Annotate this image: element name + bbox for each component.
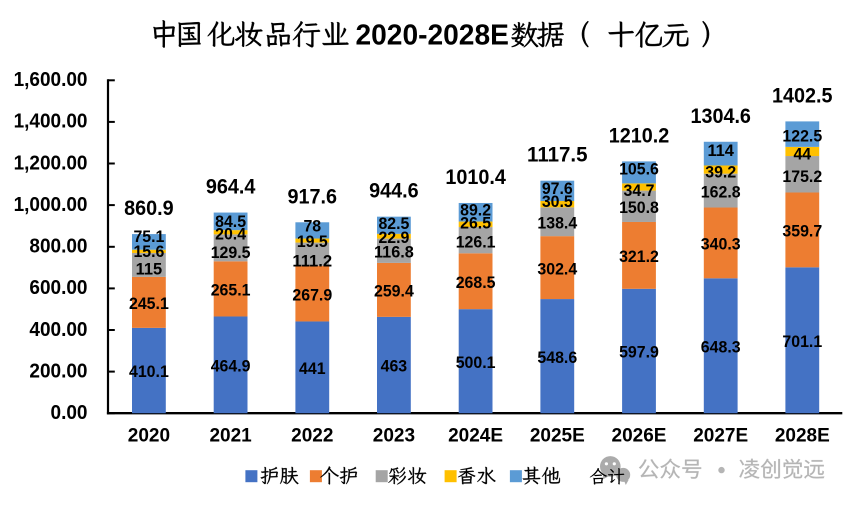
svg-text:2025E: 2025E (530, 425, 585, 446)
svg-text:111.2: 111.2 (292, 252, 332, 271)
svg-text:340.3: 340.3 (701, 235, 741, 254)
svg-text:1,200.00: 1,200.00 (14, 152, 88, 174)
svg-text:2023: 2023 (373, 425, 415, 446)
svg-text:2020: 2020 (128, 425, 170, 446)
svg-text:175.2: 175.2 (782, 167, 822, 186)
svg-text:600.00: 600.00 (29, 277, 87, 299)
svg-text:26.5: 26.5 (460, 213, 491, 232)
svg-text:944.6: 944.6 (369, 180, 419, 203)
svg-text:0.00: 0.00 (51, 402, 88, 424)
svg-text:860.9: 860.9 (124, 197, 174, 220)
svg-text:400.00: 400.00 (29, 319, 87, 341)
svg-text:597.9: 597.9 (619, 343, 659, 362)
svg-text:20.4: 20.4 (215, 224, 246, 243)
svg-text:267.9: 267.9 (292, 285, 332, 304)
svg-text:441: 441 (299, 359, 326, 378)
svg-text:1304.6: 1304.6 (690, 105, 751, 128)
svg-text:2024E: 2024E (448, 425, 503, 446)
svg-text:22.9: 22.9 (378, 228, 409, 247)
svg-text:30.5: 30.5 (542, 192, 573, 211)
svg-text:84.5: 84.5 (215, 212, 246, 231)
svg-text:97.6: 97.6 (542, 179, 573, 198)
svg-text:2022: 2022 (291, 425, 333, 446)
svg-text:44: 44 (793, 145, 811, 164)
svg-text:82.5: 82.5 (378, 214, 409, 233)
svg-text:701.1: 701.1 (782, 332, 822, 351)
svg-text:2027E: 2027E (693, 425, 748, 446)
svg-text:89.2: 89.2 (460, 201, 491, 220)
svg-text:116.8: 116.8 (374, 243, 414, 262)
svg-text:138.4: 138.4 (537, 213, 577, 232)
svg-text:1,600.00: 1,600.00 (14, 69, 88, 91)
svg-text:2021: 2021 (209, 425, 252, 446)
svg-text:1,000.00: 1,000.00 (14, 194, 88, 216)
svg-text:105.6: 105.6 (619, 160, 659, 179)
svg-text:800.00: 800.00 (29, 236, 87, 258)
svg-text:1010.4: 1010.4 (445, 166, 506, 189)
svg-text:1117.5: 1117.5 (527, 144, 588, 167)
svg-text:162.8: 162.8 (701, 182, 741, 201)
svg-text:200.00: 200.00 (29, 360, 87, 382)
svg-text:321.2: 321.2 (619, 247, 659, 266)
svg-text:464.9: 464.9 (211, 357, 251, 376)
svg-text:75.1: 75.1 (133, 227, 164, 246)
svg-text:1402.5: 1402.5 (772, 84, 833, 107)
svg-text:129.5: 129.5 (211, 243, 251, 262)
svg-text:2020-2028E: 2020-2028E (356, 19, 509, 51)
svg-text:39.2: 39.2 (705, 162, 736, 181)
svg-text:265.1: 265.1 (211, 281, 251, 300)
svg-text:115: 115 (136, 260, 163, 279)
svg-text:359.7: 359.7 (782, 222, 822, 241)
svg-text:500.1: 500.1 (456, 353, 496, 372)
svg-text:463: 463 (381, 357, 408, 376)
svg-text:15.6: 15.6 (133, 242, 164, 261)
svg-text:548.6: 548.6 (537, 348, 577, 367)
svg-text:122.5: 122.5 (782, 127, 822, 146)
svg-text:19.5: 19.5 (297, 232, 328, 251)
svg-text:34.7: 34.7 (624, 181, 655, 200)
svg-text:648.3: 648.3 (701, 337, 741, 356)
svg-text:1,400.00: 1,400.00 (14, 111, 88, 133)
svg-text:2026E: 2026E (612, 425, 667, 446)
svg-text:917.6: 917.6 (288, 185, 338, 208)
svg-text:78: 78 (303, 217, 321, 236)
svg-text:1210.2: 1210.2 (609, 124, 670, 147)
svg-text:126.1: 126.1 (456, 232, 496, 251)
svg-text:410.1: 410.1 (129, 362, 169, 381)
svg-text:268.5: 268.5 (456, 273, 496, 292)
svg-text:259.4: 259.4 (374, 282, 414, 301)
svg-text:114: 114 (707, 141, 734, 160)
svg-text:2028E: 2028E (775, 425, 830, 446)
svg-text:302.4: 302.4 (537, 259, 577, 278)
svg-text:964.4: 964.4 (206, 176, 256, 199)
svg-text:150.8: 150.8 (619, 198, 659, 217)
svg-text:245.1: 245.1 (129, 294, 169, 313)
